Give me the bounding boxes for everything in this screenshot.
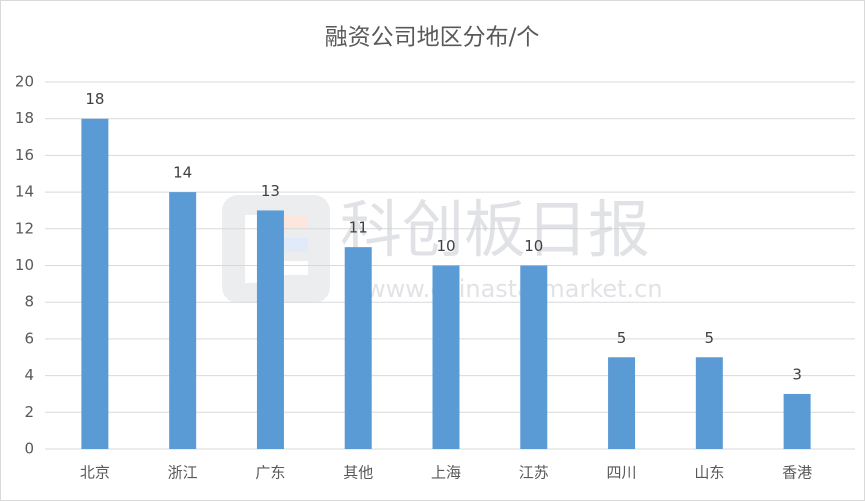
x-tick-label: 北京 — [80, 464, 110, 482]
bar — [81, 118, 109, 449]
y-tick-label: 12 — [15, 219, 34, 237]
x-tick-label: 其他 — [343, 464, 373, 482]
y-tick-label: 16 — [15, 146, 34, 164]
y-tick-label: 10 — [15, 256, 34, 274]
bar — [169, 192, 197, 449]
y-tick-label: 4 — [24, 366, 34, 384]
data-label: 14 — [173, 164, 192, 182]
x-tick-label: 广东 — [255, 464, 285, 482]
x-tick-label: 山东 — [694, 464, 724, 482]
y-tick-label: 20 — [15, 73, 34, 91]
data-label: 3 — [792, 365, 802, 383]
y-tick-label: 18 — [15, 109, 34, 127]
bar — [783, 393, 811, 449]
watermark-text: 科创板日报 — [340, 193, 650, 266]
y-tick-label: 0 — [24, 440, 34, 458]
x-tick-label: 香港 — [782, 464, 812, 482]
bar — [608, 357, 636, 449]
bar — [344, 247, 372, 449]
x-tick-label: 江苏 — [519, 464, 549, 482]
data-label: 13 — [261, 182, 280, 200]
data-label: 10 — [524, 237, 543, 255]
watermark-url: www.chinastarmarket.cn — [366, 275, 663, 303]
data-label: 18 — [85, 90, 104, 108]
chart-title: 融资公司地区分布/个 — [325, 25, 540, 51]
x-tick-label: 浙江 — [168, 464, 198, 482]
bar — [256, 210, 284, 449]
data-label: 11 — [349, 219, 368, 237]
bar — [695, 357, 723, 449]
x-tick-label: 四川 — [607, 464, 637, 482]
y-tick-label: 14 — [15, 183, 34, 201]
y-tick-label: 2 — [24, 403, 34, 421]
x-tick-label: 上海 — [431, 464, 461, 482]
bar — [520, 265, 548, 449]
data-label: 10 — [436, 237, 455, 255]
y-tick-label: 8 — [24, 293, 34, 311]
data-label: 5 — [617, 329, 627, 347]
data-label: 5 — [705, 329, 715, 347]
y-tick-label: 6 — [24, 329, 34, 347]
bar — [432, 265, 460, 449]
